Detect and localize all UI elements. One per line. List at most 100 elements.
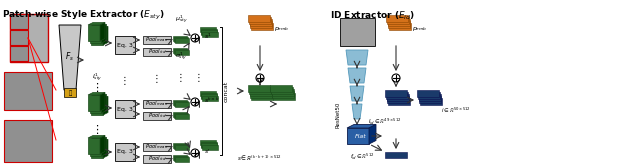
Polygon shape — [90, 25, 106, 27]
Polygon shape — [102, 137, 106, 156]
FancyBboxPatch shape — [174, 49, 188, 54]
Text: $p_{emb}$: $p_{emb}$ — [274, 25, 289, 33]
Text: $s^{k \times k}$: $s^{k \times k}$ — [204, 95, 220, 105]
Text: $i \in \mathbb{R}^{50 \times 512}$: $i \in \mathbb{R}^{50 \times 512}$ — [441, 105, 471, 115]
FancyBboxPatch shape — [347, 128, 369, 144]
Text: $I_{sty}^1$: $I_{sty}^1$ — [92, 72, 102, 84]
FancyBboxPatch shape — [200, 91, 216, 96]
FancyBboxPatch shape — [174, 37, 188, 42]
Text: $Pool_{mean}$: $Pool_{mean}$ — [145, 143, 168, 151]
FancyBboxPatch shape — [201, 143, 217, 148]
FancyBboxPatch shape — [173, 100, 187, 105]
FancyBboxPatch shape — [202, 32, 218, 36]
FancyBboxPatch shape — [143, 48, 171, 56]
Polygon shape — [91, 139, 108, 142]
FancyBboxPatch shape — [250, 91, 273, 98]
FancyBboxPatch shape — [388, 21, 410, 28]
FancyBboxPatch shape — [173, 155, 187, 160]
Polygon shape — [369, 124, 376, 144]
FancyBboxPatch shape — [202, 144, 218, 150]
Text: $Pool_{mean}$: $Pool_{mean}$ — [145, 36, 168, 45]
FancyBboxPatch shape — [91, 29, 103, 45]
Polygon shape — [88, 93, 105, 95]
FancyBboxPatch shape — [419, 94, 440, 101]
Text: ⋮: ⋮ — [176, 73, 186, 83]
Text: $F_s$: $F_s$ — [65, 51, 74, 63]
FancyBboxPatch shape — [4, 72, 52, 110]
FancyBboxPatch shape — [385, 152, 407, 158]
FancyBboxPatch shape — [174, 101, 188, 106]
Text: $s \in \mathbb{R}^{(k \cdot k+1) \times 512}$: $s \in \mathbb{R}^{(k \cdot k+1) \times … — [237, 154, 282, 163]
FancyBboxPatch shape — [386, 15, 408, 22]
Text: ⋮: ⋮ — [120, 76, 130, 86]
FancyBboxPatch shape — [249, 17, 271, 24]
Text: ⋮: ⋮ — [152, 74, 162, 84]
FancyBboxPatch shape — [248, 85, 270, 92]
FancyBboxPatch shape — [175, 145, 189, 150]
FancyBboxPatch shape — [251, 23, 273, 30]
FancyBboxPatch shape — [249, 87, 271, 94]
FancyBboxPatch shape — [248, 15, 270, 22]
FancyBboxPatch shape — [173, 143, 187, 148]
Polygon shape — [59, 25, 81, 90]
FancyBboxPatch shape — [175, 114, 189, 119]
Polygon shape — [348, 68, 366, 83]
FancyBboxPatch shape — [90, 140, 102, 156]
FancyBboxPatch shape — [64, 88, 76, 97]
FancyBboxPatch shape — [88, 138, 100, 154]
FancyBboxPatch shape — [173, 48, 187, 53]
FancyBboxPatch shape — [143, 112, 171, 120]
Polygon shape — [90, 94, 106, 97]
Polygon shape — [91, 27, 108, 29]
FancyBboxPatch shape — [174, 113, 188, 118]
FancyBboxPatch shape — [143, 100, 171, 108]
FancyBboxPatch shape — [10, 46, 28, 61]
FancyBboxPatch shape — [115, 100, 135, 118]
FancyBboxPatch shape — [200, 141, 216, 146]
Text: ⋮: ⋮ — [92, 125, 102, 135]
FancyBboxPatch shape — [271, 89, 294, 96]
FancyBboxPatch shape — [175, 102, 189, 107]
Polygon shape — [352, 104, 362, 119]
FancyBboxPatch shape — [201, 94, 217, 99]
Text: ⋮: ⋮ — [92, 83, 102, 93]
Text: $s'$: $s'$ — [204, 148, 211, 156]
FancyBboxPatch shape — [250, 21, 273, 28]
FancyBboxPatch shape — [273, 91, 294, 98]
FancyBboxPatch shape — [174, 144, 188, 149]
FancyBboxPatch shape — [200, 140, 216, 145]
Text: 🔒: 🔒 — [68, 90, 72, 96]
FancyBboxPatch shape — [200, 29, 216, 33]
FancyBboxPatch shape — [417, 90, 439, 97]
Text: $Pool_{std}$: $Pool_{std}$ — [148, 155, 166, 163]
Text: $s^1$: $s^1$ — [204, 31, 212, 41]
Polygon shape — [88, 23, 105, 25]
FancyBboxPatch shape — [10, 14, 28, 29]
FancyBboxPatch shape — [10, 30, 28, 45]
Text: $f_{id} \in \mathbb{R}^{512}$: $f_{id} \in \mathbb{R}^{512}$ — [350, 152, 374, 162]
FancyBboxPatch shape — [388, 98, 410, 105]
Polygon shape — [347, 124, 376, 128]
FancyBboxPatch shape — [90, 97, 102, 113]
FancyBboxPatch shape — [10, 14, 48, 62]
FancyBboxPatch shape — [387, 96, 410, 103]
FancyBboxPatch shape — [115, 36, 135, 54]
Polygon shape — [100, 93, 105, 111]
Polygon shape — [102, 25, 106, 43]
Text: $I_{id} \in \mathbb{R}^{49 \times 512}$: $I_{id} \in \mathbb{R}^{49 \times 512}$ — [368, 117, 401, 127]
FancyBboxPatch shape — [91, 142, 103, 158]
FancyBboxPatch shape — [270, 85, 292, 92]
FancyBboxPatch shape — [419, 96, 442, 103]
Polygon shape — [346, 50, 368, 65]
FancyBboxPatch shape — [386, 92, 408, 99]
FancyBboxPatch shape — [90, 27, 102, 43]
Polygon shape — [90, 137, 106, 140]
FancyBboxPatch shape — [250, 19, 271, 26]
FancyBboxPatch shape — [173, 36, 187, 41]
Text: Patch-wise Style Extractor ($E_{sty}$): Patch-wise Style Extractor ($E_{sty}$) — [2, 9, 164, 22]
FancyBboxPatch shape — [340, 18, 375, 46]
FancyBboxPatch shape — [389, 23, 412, 30]
Text: $\mu_{sty}^1$: $\mu_{sty}^1$ — [175, 14, 188, 26]
FancyBboxPatch shape — [202, 95, 218, 100]
Text: ResNet50: ResNet50 — [335, 102, 340, 128]
